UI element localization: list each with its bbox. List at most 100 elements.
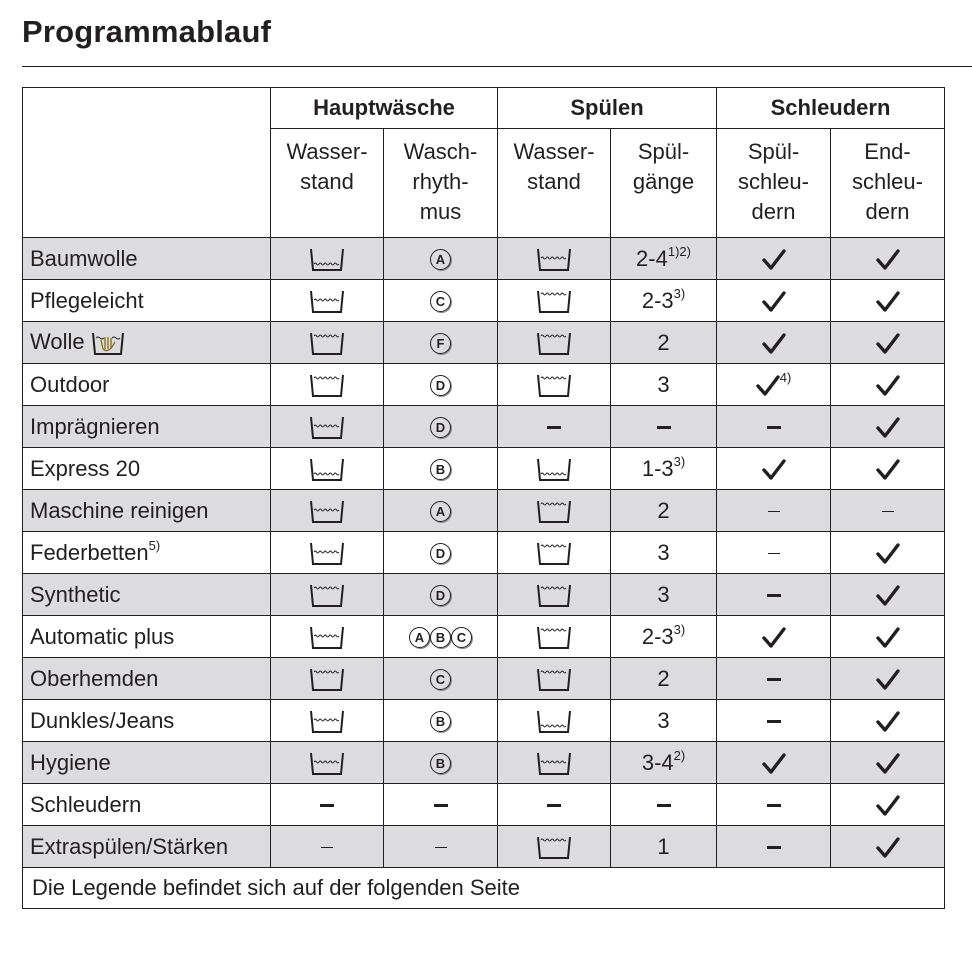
rhythm-b-icon: B — [430, 627, 451, 649]
program-name: Automatic plus — [22, 615, 271, 658]
rinse-count-value: 2-3 — [641, 287, 674, 313]
program-name-label: Federbetten — [30, 539, 149, 565]
final-spin — [830, 447, 946, 490]
program-name: Baumwolle — [22, 237, 271, 280]
rhythm-a-icon: A — [430, 501, 451, 523]
dash-icon — [656, 426, 671, 430]
wash-rhythm: D — [382, 363, 499, 406]
rinse-count: 2-33) — [610, 615, 718, 658]
rinse-count-value: 2 — [657, 665, 670, 691]
program-name: Oberhemden — [22, 657, 271, 700]
wash-rhythm — [382, 825, 499, 868]
handwash-icon — [91, 329, 125, 355]
rinse-count-value: 2-4 — [636, 245, 668, 271]
rinse-spin — [716, 489, 832, 532]
dash-icon — [433, 804, 448, 808]
rinse-count-value: 1 — [657, 833, 670, 859]
program-name: Extraspülen/Stärken — [22, 825, 271, 868]
rinse-count: 2 — [610, 657, 718, 700]
check-icon — [875, 792, 900, 817]
water-level-high-icon — [535, 539, 573, 565]
program-name-label: Outdoor — [30, 371, 110, 397]
wash-water-level — [270, 321, 384, 364]
program-name-label: Imprägnieren — [30, 413, 160, 439]
wash-water-level — [270, 573, 384, 616]
rinse-count — [610, 783, 718, 826]
water-level-high-icon — [535, 287, 573, 313]
water-level-high-icon — [308, 665, 346, 691]
table-row: Express 20 B 1-33) — [22, 447, 946, 490]
wash-water-level — [270, 405, 384, 448]
water-level-low-icon — [308, 455, 346, 481]
water-level-high-icon — [535, 371, 573, 397]
footnote-ref: 4) — [779, 369, 792, 385]
water-level-low-icon — [535, 455, 573, 481]
wash-water-level — [270, 489, 384, 532]
legend-row: Die Legende befindet sich auf der folgen… — [21, 867, 946, 909]
check-icon — [875, 414, 900, 439]
rinse-spin — [716, 825, 832, 868]
check-icon — [875, 666, 900, 691]
water-level-high-icon — [308, 371, 346, 397]
header-column-row: Wasser-stand Wasch-rhyth-mus Wasser-stand S… — [23, 128, 946, 238]
rinse-spin — [716, 237, 832, 280]
header-line: mus — [419, 199, 462, 224]
rinse-spin — [716, 279, 832, 322]
program-name-label: Automatic plus — [30, 623, 175, 649]
legend-note: Die Legende befindet sich auf der folgen… — [21, 867, 946, 909]
table-row: Automatic plus A B C 2-33) — [22, 615, 946, 658]
table-row: Baumwolle A 2-41)2) — [22, 237, 946, 280]
rinse-count-value: 1-3 — [641, 455, 674, 481]
water-level-low-icon — [535, 707, 573, 733]
table-row: Schleudern — [22, 783, 946, 826]
rinse-count-value: 2-3 — [641, 623, 674, 649]
wash-rhythm: C — [382, 279, 499, 322]
rinse-count-value: 2 — [657, 497, 670, 523]
rinse-water-level — [497, 405, 612, 448]
rhythm-d-icon: D — [430, 585, 451, 607]
water-level-high-icon — [535, 623, 573, 649]
program-name-label: Dunkles/Jeans — [30, 707, 175, 733]
check-icon — [875, 540, 900, 565]
header-final-spin: End-schleu-dern — [830, 128, 946, 238]
check-icon — [875, 708, 900, 733]
wash-rhythm: B — [382, 741, 499, 784]
header-line: End- — [864, 139, 911, 164]
check-icon — [761, 624, 786, 649]
header-line: gänge — [632, 169, 695, 194]
rinse-water-level — [497, 363, 612, 406]
check-icon — [875, 834, 900, 859]
water-level-high-icon — [535, 581, 573, 607]
header-line: Spül- — [637, 139, 690, 164]
header-line: Wasser- — [513, 139, 595, 164]
final-spin — [830, 489, 946, 532]
wash-water-level — [270, 699, 384, 742]
rinse-count-value: 3 — [657, 539, 670, 565]
final-spin — [830, 657, 946, 700]
dash-icon — [547, 426, 562, 430]
water-level-mid-icon — [308, 749, 346, 775]
water-level-high-icon — [308, 581, 346, 607]
program-name-label: Hygiene — [30, 749, 111, 775]
dash-icon — [767, 553, 780, 555]
check-icon — [875, 624, 900, 649]
wash-water-level — [270, 447, 384, 490]
final-spin — [830, 825, 946, 868]
rinse-water-level — [497, 237, 612, 280]
rinse-water-level — [497, 279, 612, 322]
rinse-count: 3 — [610, 531, 718, 574]
check-icon — [875, 288, 900, 313]
rinse-count-value: 3 — [657, 581, 670, 607]
final-spin — [830, 321, 946, 364]
program-name-label: Pflegeleicht — [30, 287, 144, 313]
final-spin — [830, 531, 946, 574]
wash-rhythm: B — [382, 699, 499, 742]
rhythm-d-icon: D — [430, 417, 451, 439]
wash-water-level — [270, 363, 384, 406]
rhythm-f-icon: F — [430, 333, 451, 355]
table-row: Dunkles/Jeans B 3 — [22, 699, 946, 742]
water-level-high-icon — [535, 497, 573, 523]
check-icon — [875, 456, 900, 481]
wash-water-level — [270, 783, 384, 826]
